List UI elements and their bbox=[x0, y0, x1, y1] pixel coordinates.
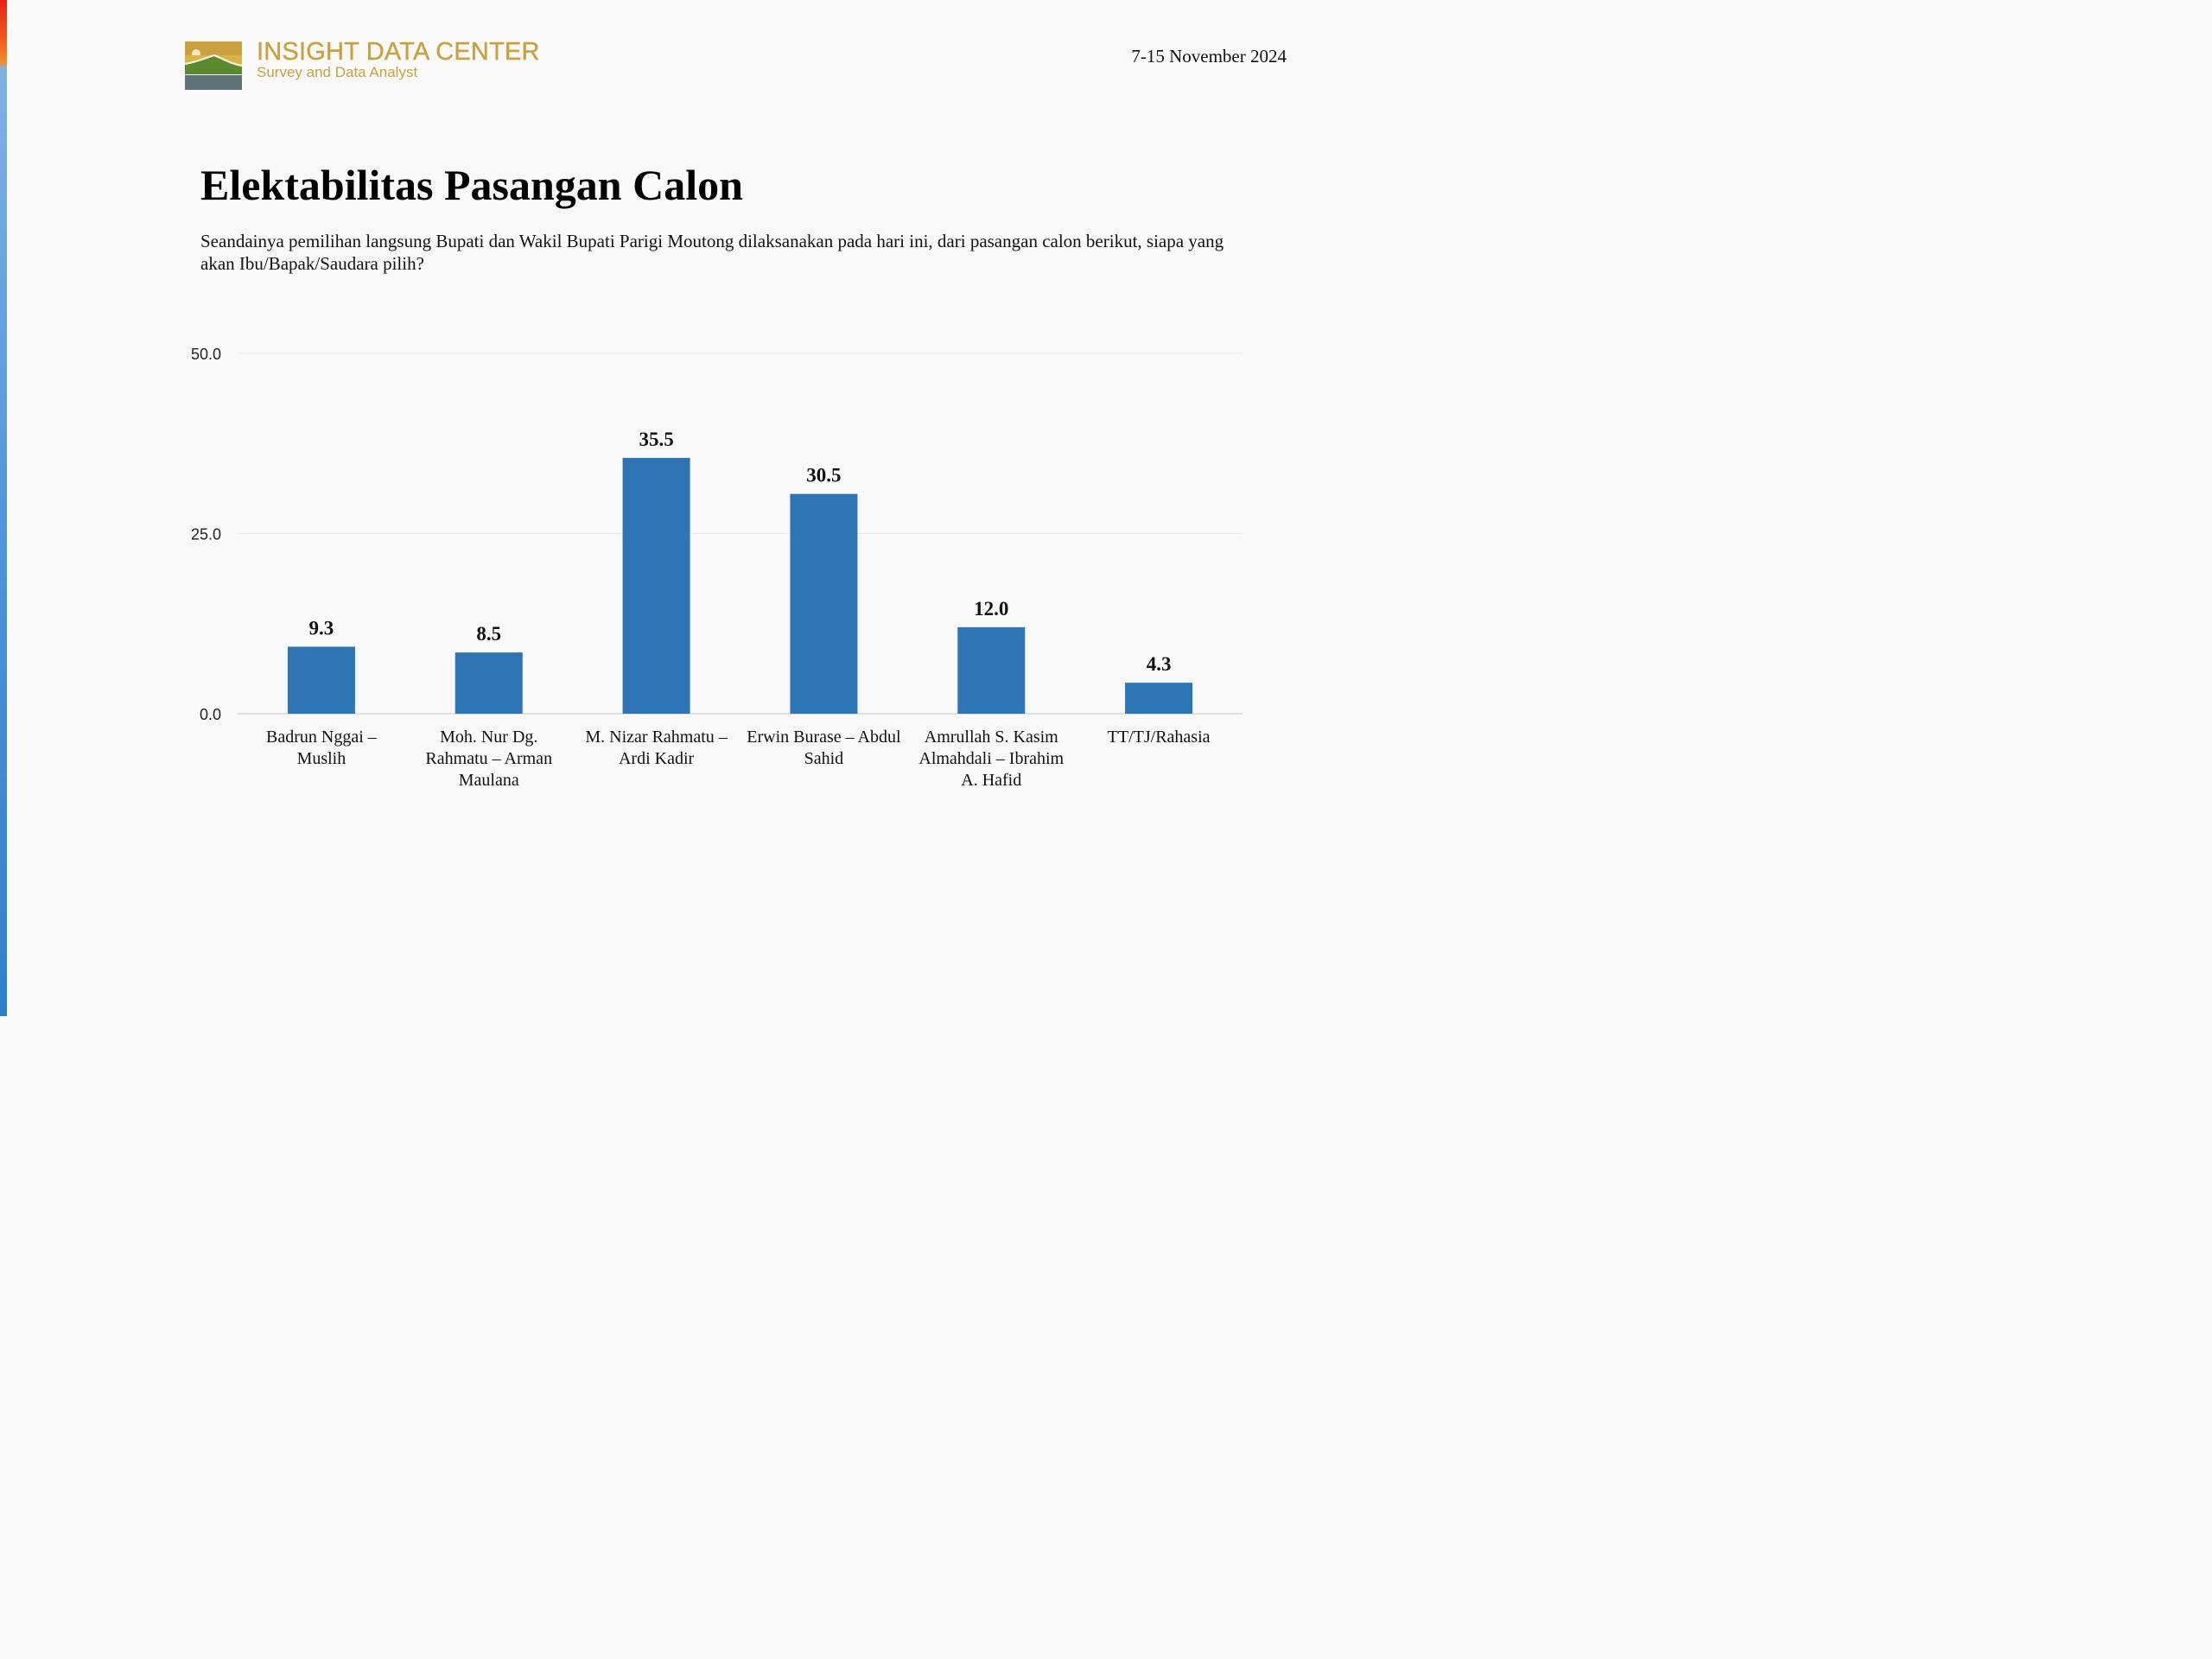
y-tick-label: 0.0 bbox=[200, 706, 221, 723]
bar-value-label: 30.5 bbox=[806, 465, 841, 486]
bar-value-label: 35.5 bbox=[639, 429, 673, 450]
bar-value-label: 4.3 bbox=[1147, 653, 1172, 675]
survey-date: 7-15 November 2024 bbox=[1131, 46, 1287, 67]
bar bbox=[454, 652, 523, 714]
x-tick-label: M. Nizar Rahmatu – Ardi Kadir bbox=[585, 728, 728, 768]
brand-name: INSIGHT DATA CENTER bbox=[257, 38, 540, 66]
chart-title: Elektabilitas Pasangan Calon bbox=[200, 161, 743, 209]
logo-icon bbox=[185, 41, 242, 90]
y-tick-label: 50.0 bbox=[191, 346, 221, 363]
bar bbox=[790, 493, 858, 714]
x-tick-label: Badrun Nggai – Muslih bbox=[266, 728, 377, 768]
bar-value-label: 8.5 bbox=[476, 623, 501, 645]
accent-bar bbox=[0, 0, 7, 1016]
bar bbox=[1125, 683, 1193, 714]
bar-value-label: 12.0 bbox=[974, 598, 1008, 620]
x-tick-label: TT/TJ/Rahasia bbox=[1107, 728, 1211, 747]
y-tick-label: 25.0 bbox=[191, 526, 221, 543]
x-tick-label: Erwin Burase – Abdul Sahid bbox=[747, 728, 901, 768]
x-tick-label: Moh. Nur Dg. Rahmatu – Arman Maulana bbox=[425, 728, 553, 790]
chart-subtitle: Seandainya pemilihan langsung Bupati dan… bbox=[200, 231, 1224, 274]
brand-tagline: Survey and Data Analyst bbox=[257, 64, 418, 80]
bar bbox=[957, 626, 1026, 714]
bar bbox=[287, 646, 355, 714]
bar-value-label: 9.3 bbox=[309, 617, 334, 639]
bar bbox=[622, 457, 690, 714]
x-tick-label: Amrullah S. Kasim Almahdali – Ibrahim A.… bbox=[918, 728, 1065, 790]
bar-chart: 0.0 25.0 50.0 9.3 8.5 35.5 30.5 12.0 4.3 bbox=[191, 346, 1243, 723]
